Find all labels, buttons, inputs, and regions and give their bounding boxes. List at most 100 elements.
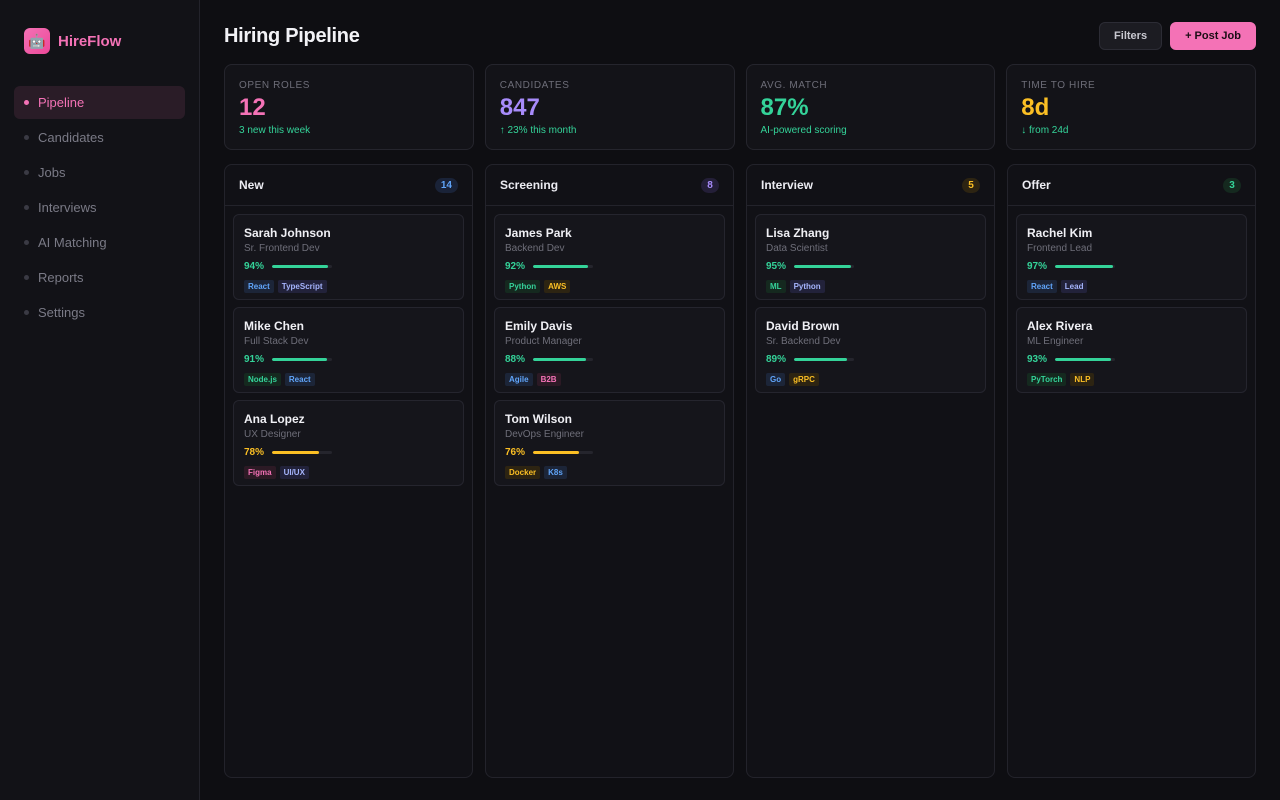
sidebar-item-label: Pipeline (38, 95, 85, 110)
candidate-name: Lisa Zhang (766, 226, 830, 240)
header-actions: Filters + Post Job (1099, 22, 1256, 50)
skill-tags: Go gRPC (766, 373, 975, 386)
skill-tags: Agile B2B (505, 373, 714, 386)
candidate-card[interactable]: Alex Rivera ML Engineer 93% PyTorch NLP (1016, 307, 1247, 393)
sidebar-item-pipeline[interactable]: Pipeline (14, 86, 185, 119)
match-bar-fill (533, 265, 589, 268)
match-bar (1055, 358, 1115, 361)
candidate-card[interactable]: James Park Backend Dev 92% Python AWS (494, 214, 725, 300)
candidate-role: Product Manager (505, 336, 582, 347)
match-bar (794, 265, 854, 268)
post-job-button[interactable]: + Post Job (1170, 22, 1256, 50)
skill-tag: PyTorch (1027, 373, 1067, 386)
sidebar-item-jobs[interactable]: Jobs (14, 156, 185, 189)
skill-tag: Agile (505, 373, 533, 386)
column-count-badge: 14 (434, 177, 458, 193)
skill-tag: AWS (544, 280, 571, 293)
candidate-card[interactable]: David Brown Sr. Backend Dev 89% Go gRPC (755, 307, 986, 393)
skill-tag: gRPC (789, 373, 819, 386)
brand[interactable]: 🤖 HireFlow (14, 28, 185, 54)
column-screening: Screening 8 James Park Backend Dev 92% P… (485, 164, 734, 778)
filters-button[interactable]: Filters (1099, 22, 1163, 50)
stat-card-open-roles: Open Roles 12 3 new this week (224, 64, 474, 150)
match-percent: 78% (244, 447, 265, 458)
card-list: Lisa Zhang Data Scientist 95% ML Python D… (747, 206, 994, 401)
candidate-card[interactable]: Emily Davis Product Manager 88% Agile B2B (494, 307, 725, 393)
match-score: 89% (766, 354, 975, 365)
skill-tags: PyTorch NLP (1027, 373, 1236, 386)
sidebar-item-label: Reports (38, 270, 84, 285)
dot-icon (24, 205, 29, 210)
dot-icon (24, 170, 29, 175)
dot-icon (24, 135, 29, 140)
candidate-name: Tom Wilson (505, 412, 572, 426)
page-title: Hiring Pipeline (224, 24, 360, 47)
candidate-card[interactable]: Lisa Zhang Data Scientist 95% ML Python (755, 214, 986, 300)
skill-tag: B2B (536, 373, 561, 386)
pipeline-board: New 14 Sarah Johnson Sr. Frontend Dev 94… (224, 164, 1256, 778)
skill-tags: Python AWS (505, 280, 714, 293)
sidebar-item-label: Settings (38, 305, 85, 320)
match-score: 95% (766, 261, 975, 272)
column-count-badge: 8 (701, 177, 719, 193)
sidebar-item-interviews[interactable]: Interviews (14, 191, 185, 224)
topbar: Hiring Pipeline Filters + Post Job (224, 22, 1256, 50)
match-bar (1055, 265, 1115, 268)
match-bar (272, 451, 332, 454)
match-score: 91% (244, 354, 453, 365)
candidate-card[interactable]: Rachel Kim Frontend Lead 97% React Lead (1016, 214, 1247, 300)
skill-tag: Python (505, 280, 541, 293)
candidate-role: Frontend Lead (1027, 243, 1093, 254)
candidate-name: Sarah Johnson (244, 226, 331, 240)
match-score: 78% (244, 447, 453, 458)
candidate-card[interactable]: Tom Wilson DevOps Engineer 76% Docker K8s (494, 400, 725, 486)
dot-icon (24, 100, 29, 105)
sidebar-item-settings[interactable]: Settings (14, 296, 185, 329)
match-score: 88% (505, 354, 714, 365)
sidebar-item-label: Jobs (38, 165, 66, 180)
column-count-badge: 5 (962, 177, 980, 193)
column-header: New 14 (225, 165, 472, 206)
candidate-name: Alex Rivera (1027, 319, 1093, 333)
candidate-card[interactable]: Mike Chen Full Stack Dev 91% Node.js Reac… (233, 307, 464, 393)
match-bar (272, 358, 332, 361)
match-bar (533, 358, 593, 361)
column-interview: Interview 5 Lisa Zhang Data Scientist 95… (746, 164, 995, 778)
match-bar (533, 451, 593, 454)
match-percent: 95% (766, 261, 787, 272)
sidebar-item-candidates[interactable]: Candidates (14, 121, 185, 154)
skill-tag: Python (789, 280, 825, 293)
candidate-role: Sr. Backend Dev (766, 336, 841, 347)
candidate-card[interactable]: Sarah Johnson Sr. Frontend Dev 94% React… (233, 214, 464, 300)
card-list: Sarah Johnson Sr. Frontend Dev 94% React… (225, 206, 472, 494)
match-bar-fill (1055, 358, 1111, 361)
skill-tags: ML Python (766, 280, 975, 293)
candidate-role: Full Stack Dev (244, 336, 309, 347)
skill-tag: Figma (244, 466, 276, 479)
stat-card-candidates: Candidates 847 ↑ 23% this month (484, 64, 735, 150)
brand-name: HireFlow (58, 32, 122, 50)
match-bar-fill (272, 358, 327, 361)
skill-tag: Go (766, 373, 786, 386)
skill-tag: React (284, 373, 315, 386)
column-title: Screening (500, 178, 559, 192)
dot-icon (24, 240, 29, 245)
stats-row: Open Roles 12 3 new this week Candidates… (224, 64, 1256, 150)
match-score: 93% (1027, 354, 1236, 365)
column-header: Interview 5 (747, 165, 994, 206)
candidate-name: Rachel Kim (1027, 226, 1093, 240)
column-count-badge: 3 (1223, 177, 1241, 193)
candidate-card[interactable]: Ana Lopez UX Designer 78% Figma UI/UX (233, 400, 464, 486)
skill-tags: Docker K8s (505, 466, 714, 479)
sidebar-item-reports[interactable]: Reports (14, 261, 185, 294)
stat-card-time-to-hire: Time to Hire 8d ↓ from 24d (1006, 64, 1256, 150)
match-score: 97% (1027, 261, 1236, 272)
match-bar (794, 358, 854, 361)
skill-tag: TypeScript (277, 280, 327, 293)
match-percent: 93% (1027, 354, 1048, 365)
candidate-role: DevOps Engineer (505, 429, 584, 440)
sidebar-item-ai-matching[interactable]: AI Matching (14, 226, 185, 259)
match-bar-fill (794, 358, 848, 361)
skill-tag: Lead (1060, 280, 1088, 293)
match-percent: 91% (244, 354, 265, 365)
